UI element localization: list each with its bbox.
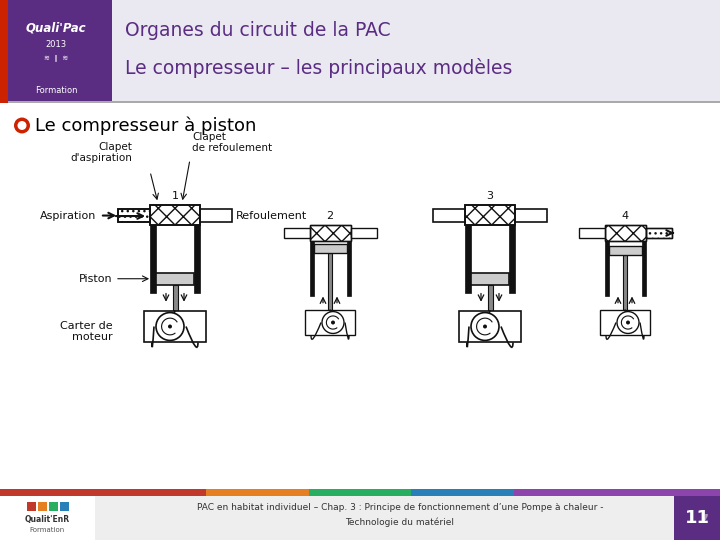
- Bar: [465, 225, 471, 293]
- Bar: [411, 489, 515, 496]
- Bar: [600, 309, 650, 335]
- Bar: [328, 253, 332, 309]
- Bar: [605, 241, 609, 295]
- Bar: [459, 310, 521, 342]
- Text: Carter de
moteur: Carter de moteur: [60, 321, 113, 342]
- Bar: [150, 205, 200, 225]
- Text: Technologie du matériel: Technologie du matériel: [346, 517, 454, 526]
- Text: PAC en habitat individuel – Chap. 3 : Principe de fonctionnement d’une Pompe à c: PAC en habitat individuel – Chap. 3 : Pr…: [197, 503, 603, 512]
- Bar: [646, 228, 672, 238]
- Bar: [642, 241, 646, 295]
- Bar: [156, 273, 194, 285]
- Bar: [465, 205, 515, 225]
- Text: Formation: Formation: [30, 527, 65, 533]
- Bar: [0, 0, 112, 103]
- Bar: [0, 100, 720, 103]
- Bar: [515, 209, 547, 222]
- Circle shape: [331, 321, 335, 325]
- Circle shape: [471, 313, 499, 340]
- Bar: [118, 209, 150, 222]
- Bar: [617, 489, 720, 496]
- Text: ’: ’: [702, 513, 710, 537]
- Bar: [465, 205, 515, 225]
- Text: Clapet
d'aspiration: Clapet d'aspiration: [70, 141, 132, 163]
- Bar: [623, 255, 627, 309]
- Circle shape: [168, 325, 172, 328]
- Circle shape: [322, 312, 344, 334]
- Bar: [605, 225, 646, 241]
- Bar: [351, 228, 377, 238]
- Bar: [0, 0, 8, 103]
- Text: 1: 1: [171, 191, 179, 201]
- Bar: [314, 244, 347, 253]
- Bar: [27, 502, 35, 511]
- Bar: [310, 225, 351, 241]
- Bar: [200, 209, 232, 222]
- Text: Aspiration: Aspiration: [40, 211, 96, 220]
- Bar: [150, 225, 156, 293]
- Circle shape: [617, 312, 639, 334]
- Text: Le compresseur à piston: Le compresseur à piston: [35, 116, 256, 135]
- Bar: [48, 502, 58, 511]
- Text: ≋  ∥  ≋: ≋ ∥ ≋: [44, 55, 68, 61]
- Bar: [609, 246, 642, 255]
- Circle shape: [483, 325, 487, 328]
- Text: Quali'Pac: Quali'Pac: [26, 22, 86, 35]
- Text: Qualit'EnR: Qualit'EnR: [24, 515, 70, 524]
- Bar: [674, 496, 720, 540]
- Bar: [579, 228, 605, 238]
- Bar: [471, 273, 509, 285]
- Bar: [37, 502, 47, 511]
- Bar: [509, 225, 515, 293]
- Bar: [433, 209, 465, 222]
- Text: 4: 4: [621, 211, 629, 221]
- Text: 2: 2: [326, 211, 333, 221]
- Text: Formation: Formation: [35, 86, 77, 95]
- Circle shape: [17, 121, 27, 130]
- Text: 3: 3: [487, 191, 493, 201]
- Bar: [60, 502, 68, 511]
- Bar: [0, 496, 95, 540]
- Bar: [173, 285, 178, 310]
- Text: Piston: Piston: [78, 274, 112, 284]
- Bar: [305, 309, 355, 335]
- Bar: [144, 310, 206, 342]
- Text: Organes du circuit de la PAC: Organes du circuit de la PAC: [125, 22, 391, 40]
- Bar: [309, 489, 412, 496]
- Circle shape: [626, 321, 630, 325]
- Circle shape: [156, 313, 184, 340]
- Text: Clapet
de refoulement: Clapet de refoulement: [192, 132, 272, 153]
- Bar: [206, 489, 309, 496]
- Bar: [118, 209, 150, 222]
- Bar: [284, 228, 310, 238]
- Bar: [310, 225, 351, 241]
- Bar: [103, 489, 206, 496]
- Text: 11: 11: [685, 509, 709, 527]
- Text: 2013: 2013: [45, 40, 66, 49]
- Bar: [194, 225, 200, 293]
- Circle shape: [14, 118, 30, 133]
- Bar: [646, 228, 672, 238]
- Bar: [347, 241, 351, 295]
- Bar: [605, 225, 646, 241]
- Bar: [488, 285, 493, 310]
- Text: Refoulement: Refoulement: [236, 211, 307, 220]
- Bar: [150, 205, 200, 225]
- Bar: [310, 241, 314, 295]
- Text: Le compresseur – les principaux modèles: Le compresseur – les principaux modèles: [125, 58, 513, 78]
- Bar: [514, 489, 618, 496]
- Bar: [0, 489, 104, 496]
